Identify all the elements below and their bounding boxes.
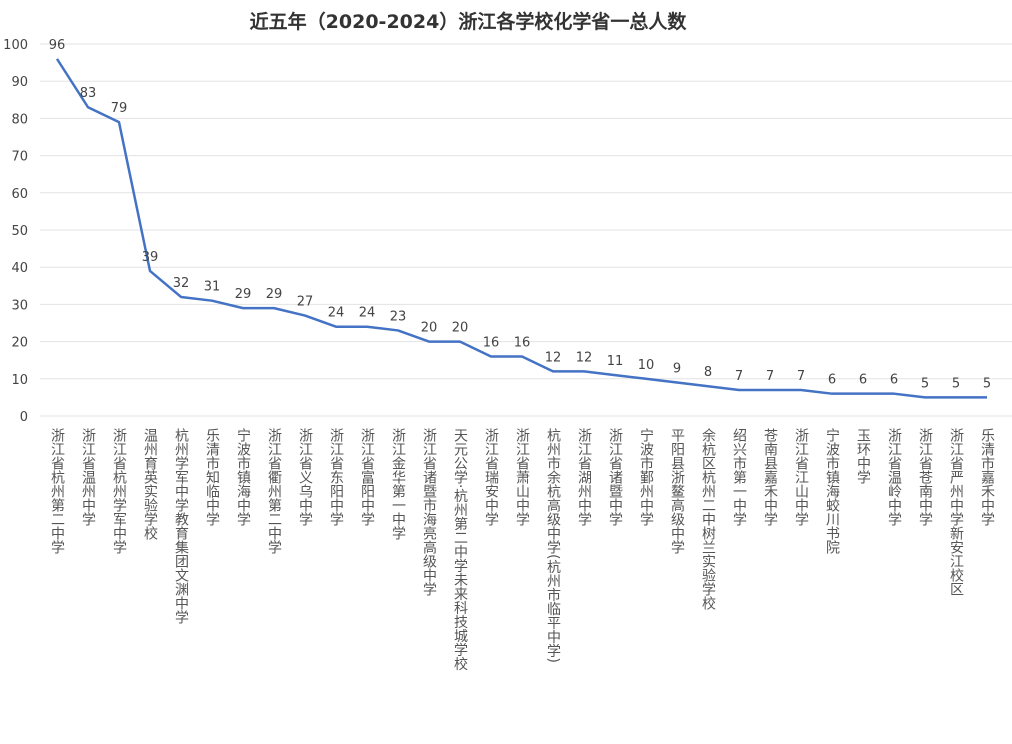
x-tick-label: 浙江金华第一中学 [390, 428, 406, 540]
y-tick-label: 80 [11, 112, 28, 127]
data-label: 7 [735, 369, 743, 384]
x-tick-label: 苍南县嘉禾中学 [762, 428, 778, 526]
x-tick-label: 浙江省萧山中学 [514, 428, 530, 526]
data-label: 9 [673, 362, 681, 377]
data-label: 27 [297, 295, 314, 310]
data-label: 6 [890, 373, 898, 388]
x-tick-label: 浙江省严州中学新安江校区 [948, 428, 964, 596]
data-label: 79 [111, 101, 128, 116]
data-label: 12 [576, 350, 593, 365]
x-tick-label: 宁波市鄞州中学 [638, 427, 654, 526]
x-tick-label: 乐清市知临中学 [204, 428, 220, 526]
x-tick-label: 杭州学军中学教育集团文渊中学 [173, 428, 189, 624]
y-tick-label: 90 [11, 75, 28, 90]
x-tick-label: 宁波市镇海蛟川书院 [824, 427, 840, 555]
data-label: 29 [266, 287, 283, 302]
x-tick-label: 浙江省东阳中学 [328, 428, 344, 526]
data-label: 5 [921, 376, 929, 391]
data-label: 5 [952, 376, 960, 391]
data-label: 12 [545, 350, 562, 365]
x-tick-label: 乐清市嘉禾中学 [979, 428, 995, 526]
x-tick-label: 浙江省富阳中学 [359, 428, 375, 526]
data-label: 24 [328, 306, 345, 321]
x-tick-label: 浙江省义乌中学 [297, 428, 313, 526]
y-tick-label: 20 [11, 336, 28, 351]
data-line [55, 58, 987, 399]
data-label: 31 [204, 280, 221, 295]
data-label: 20 [452, 321, 469, 336]
x-tick-label: 浙江省诸暨市海亮高级中学 [421, 428, 437, 596]
data-label: 6 [828, 373, 836, 388]
y-tick-label: 50 [11, 224, 28, 239]
x-tick-label: 余杭区杭州二中树兰实验学校 [700, 427, 716, 610]
data-label: 6 [859, 373, 867, 388]
x-tick-label: 杭州市余杭高级中学(杭州市临平中学) [545, 428, 561, 663]
data-label: 29 [235, 287, 252, 302]
x-tick-label: 浙江省苍南中学 [917, 428, 933, 526]
data-label: 23 [390, 309, 407, 324]
x-tick-label: 天元公学·杭州第二中学未来科技城学校 [452, 428, 468, 671]
data-label: 16 [514, 335, 531, 350]
data-label: 10 [638, 358, 655, 373]
data-label: 24 [359, 306, 376, 321]
x-tick-label: 浙江省温岭中学 [886, 428, 902, 526]
x-tick-label: 宁波市镇海中学 [235, 427, 251, 526]
data-label: 96 [49, 38, 66, 53]
y-tick-label: 40 [11, 261, 28, 276]
y-tick-label: 30 [11, 298, 28, 313]
data-label: 39 [142, 250, 159, 265]
x-tick-label: 玉环中学 [855, 428, 871, 484]
x-tick-label: 浙江省杭州第二中学 [49, 428, 65, 554]
y-tick-label: 10 [11, 373, 28, 388]
x-tick-label: 浙江省衢州第二中学 [266, 428, 282, 554]
data-label: 8 [704, 365, 712, 380]
x-tick-label: 平阳县浙鳌高级中学 [669, 428, 685, 554]
chart-title: 近五年（2020-2024）浙江各学校化学省一总人数 [250, 10, 688, 33]
x-tick-label: 浙江省江山中学 [793, 428, 809, 526]
data-label: 7 [766, 369, 774, 384]
data-label: 32 [173, 276, 190, 291]
x-tick-label: 浙江省瑞安中学 [483, 428, 499, 526]
y-tick-label: 60 [11, 187, 28, 202]
x-tick-label: 浙江省温州中学 [80, 428, 96, 526]
x-tick-label: 浙江省杭州学军中学 [111, 428, 127, 554]
x-tick-label: 浙江省诸暨中学 [607, 428, 623, 526]
x-tick-label: 绍兴市第一中学 [731, 428, 747, 526]
y-tick-label: 70 [11, 150, 28, 165]
y-tick-label: 0 [20, 410, 28, 425]
y-tick-label: 100 [3, 38, 28, 53]
x-tick-label: 温州育英实验学校 [142, 428, 158, 540]
data-label: 11 [607, 354, 624, 369]
x-tick-label: 浙江省湖州中学 [576, 428, 592, 526]
data-label: 16 [483, 335, 500, 350]
data-label: 20 [421, 321, 438, 336]
data-label: 83 [80, 86, 97, 101]
data-label: 7 [797, 369, 805, 384]
data-label: 5 [983, 376, 991, 391]
